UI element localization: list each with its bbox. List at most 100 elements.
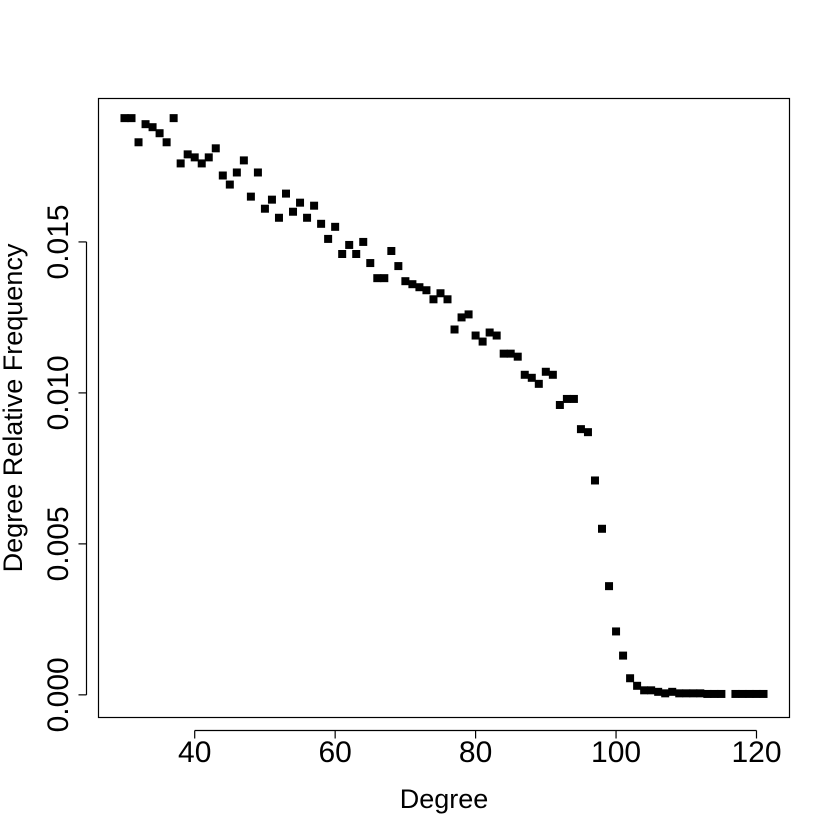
data-point bbox=[134, 138, 143, 147]
data-point bbox=[450, 325, 459, 334]
data-point bbox=[289, 207, 298, 216]
data-point bbox=[499, 349, 508, 358]
data-point bbox=[759, 689, 768, 698]
data-point bbox=[197, 159, 206, 168]
data-point bbox=[457, 313, 466, 322]
data-point bbox=[626, 674, 635, 683]
data-point bbox=[541, 367, 550, 376]
data-point bbox=[345, 240, 354, 249]
data-point bbox=[253, 168, 262, 177]
data-point bbox=[366, 259, 375, 268]
x-tick-label: 60 bbox=[318, 736, 351, 769]
data-point bbox=[590, 476, 599, 485]
data-point bbox=[605, 582, 614, 591]
data-point bbox=[654, 687, 663, 696]
data-point bbox=[745, 689, 754, 698]
data-point bbox=[401, 277, 410, 286]
data-point bbox=[492, 331, 501, 340]
data-point bbox=[324, 234, 333, 243]
data-point bbox=[443, 295, 452, 304]
data-point bbox=[703, 689, 712, 698]
data-point bbox=[120, 114, 129, 123]
data-point bbox=[303, 213, 312, 222]
data-point bbox=[352, 250, 361, 258]
data-point bbox=[717, 689, 726, 698]
data-point bbox=[612, 627, 621, 636]
data-point bbox=[647, 686, 656, 695]
data-point bbox=[752, 689, 761, 698]
data-point bbox=[155, 129, 164, 138]
data-point bbox=[267, 195, 276, 204]
data-point bbox=[675, 689, 684, 698]
data-point bbox=[689, 689, 698, 698]
data-point bbox=[471, 331, 480, 340]
data-point bbox=[218, 171, 227, 180]
x-tick-label: 40 bbox=[178, 736, 211, 769]
data-point bbox=[696, 689, 705, 698]
data-point bbox=[668, 687, 677, 696]
data-point bbox=[569, 394, 578, 403]
data-point bbox=[464, 310, 473, 319]
data-points bbox=[120, 114, 768, 698]
data-point bbox=[731, 689, 740, 698]
plot-frame bbox=[97, 97, 791, 719]
data-point bbox=[310, 201, 319, 210]
data-point bbox=[331, 222, 340, 231]
data-point bbox=[141, 120, 150, 129]
x-tick-label: 80 bbox=[459, 736, 492, 769]
y-tick-label: 0.000 bbox=[42, 657, 75, 732]
data-point bbox=[127, 114, 136, 123]
data-point bbox=[260, 204, 269, 213]
data-point bbox=[232, 168, 241, 177]
data-point bbox=[619, 651, 628, 660]
data-point bbox=[183, 150, 192, 159]
data-point bbox=[661, 689, 670, 698]
x-tick-label: 100 bbox=[591, 736, 641, 769]
data-point bbox=[282, 189, 290, 198]
data-point bbox=[513, 352, 522, 361]
x-axis-label: Degree bbox=[400, 784, 489, 814]
data-point bbox=[239, 156, 248, 165]
data-point bbox=[436, 289, 445, 298]
data-point bbox=[576, 425, 585, 434]
data-point bbox=[429, 295, 438, 304]
y-axis-label: Degree Relative Frequency bbox=[0, 243, 28, 572]
data-point bbox=[485, 328, 494, 337]
data-point bbox=[710, 689, 719, 698]
data-point bbox=[274, 213, 283, 222]
data-point bbox=[190, 153, 199, 162]
data-point bbox=[422, 286, 431, 295]
data-point bbox=[527, 373, 536, 382]
data-point bbox=[211, 144, 220, 153]
data-point bbox=[317, 219, 326, 228]
data-point bbox=[506, 349, 515, 358]
data-point bbox=[548, 370, 557, 379]
data-point bbox=[478, 337, 487, 346]
data-point bbox=[394, 262, 403, 271]
data-point bbox=[555, 400, 564, 409]
data-point bbox=[640, 686, 649, 695]
data-point bbox=[598, 524, 606, 533]
data-point bbox=[387, 246, 396, 255]
data-point bbox=[520, 370, 529, 379]
data-point bbox=[380, 274, 389, 283]
data-point bbox=[338, 250, 347, 258]
y-axis: 0.000 0.005 0.010 0.015 bbox=[42, 204, 88, 732]
data-point bbox=[246, 192, 255, 201]
data-point bbox=[415, 283, 424, 292]
x-axis: 40 60 80 100 120 bbox=[178, 729, 782, 769]
data-point bbox=[408, 280, 417, 289]
x-tick-label: 120 bbox=[731, 736, 781, 769]
data-point bbox=[682, 689, 691, 698]
data-point bbox=[534, 379, 543, 388]
data-point bbox=[359, 237, 368, 246]
data-point bbox=[204, 153, 213, 162]
data-point bbox=[562, 394, 571, 403]
data-point bbox=[225, 180, 234, 189]
data-point bbox=[162, 138, 171, 147]
data-point bbox=[738, 689, 747, 698]
y-tick-label: 0.005 bbox=[42, 506, 75, 581]
data-point bbox=[176, 159, 185, 168]
data-point bbox=[296, 198, 305, 207]
